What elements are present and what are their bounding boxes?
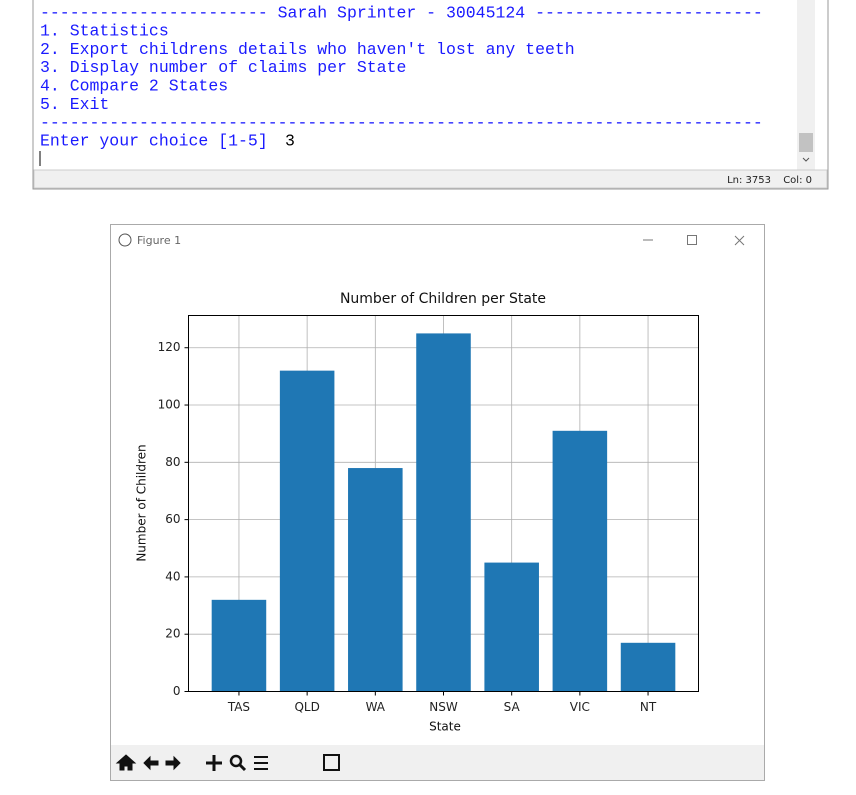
menu-item: 2. Export childrens details who haven't … bbox=[40, 40, 575, 59]
y-tick-label: 0 bbox=[173, 684, 181, 698]
x-tick-label: NT bbox=[640, 700, 657, 714]
forward-button[interactable] bbox=[165, 755, 181, 771]
y-tick-label: 120 bbox=[158, 340, 181, 354]
status-bar bbox=[33, 169, 828, 189]
console-window bbox=[32, 0, 829, 190]
y-tick-label: 100 bbox=[158, 398, 181, 412]
bar bbox=[416, 333, 471, 692]
x-tick-label: QLD bbox=[294, 700, 319, 714]
menu-item: 4. Compare 2 States bbox=[40, 77, 228, 96]
close-button[interactable] bbox=[734, 235, 745, 246]
chart-title: Number of Children per State bbox=[340, 291, 546, 307]
y-tick-label: 20 bbox=[165, 627, 180, 641]
x-tick-label: NSW bbox=[429, 700, 458, 714]
y-tick-label: 80 bbox=[165, 455, 180, 469]
menu-item: 1. Statistics bbox=[40, 21, 169, 40]
bar bbox=[620, 642, 676, 692]
x-axis-label: State bbox=[429, 720, 461, 734]
bar bbox=[348, 468, 403, 692]
bar bbox=[552, 430, 608, 692]
bar bbox=[279, 370, 335, 692]
menu-item: 5. Exit bbox=[40, 95, 109, 114]
y-axis-label: Number of Children bbox=[135, 444, 149, 561]
console-input: 3 bbox=[285, 131, 295, 150]
x-tick-label: WA bbox=[366, 700, 386, 714]
plot bbox=[188, 315, 699, 692]
save-button[interactable] bbox=[323, 754, 340, 771]
y-tick-label: 60 bbox=[165, 512, 180, 526]
scrollbar[interactable] bbox=[797, 0, 815, 170]
configure-button[interactable] bbox=[254, 756, 268, 770]
scroll-down[interactable] bbox=[802, 157, 810, 162]
bar bbox=[484, 562, 539, 692]
scroll-thumb[interactable] bbox=[799, 133, 813, 152]
zoom-button[interactable] bbox=[229, 754, 243, 768]
x-tick-label: VIC bbox=[570, 700, 590, 714]
console-separator: ----------------------------------------… bbox=[40, 113, 763, 132]
console-header: ----------------------- Sarah Sprinter -… bbox=[40, 3, 763, 22]
back-button[interactable] bbox=[143, 755, 159, 771]
menu-item: 3. Display number of claims per State bbox=[40, 58, 406, 77]
maximize-button[interactable] bbox=[687, 235, 697, 245]
bar bbox=[211, 599, 267, 692]
x-tick-label: TAS bbox=[227, 700, 250, 714]
y-tick-label: 40 bbox=[165, 569, 180, 583]
status-col: Col: 0 bbox=[783, 175, 812, 186]
app-icon bbox=[118, 233, 132, 247]
status-line: Ln: 3753 bbox=[727, 175, 771, 186]
pan-button[interactable] bbox=[206, 755, 222, 771]
window-title: Figure 1 bbox=[137, 234, 181, 247]
home-button[interactable] bbox=[115, 754, 137, 771]
console-prompt: Enter your choice [1-5] bbox=[40, 131, 268, 150]
x-tick-label: SA bbox=[504, 700, 521, 714]
toolbar-icons bbox=[115, 754, 340, 772]
